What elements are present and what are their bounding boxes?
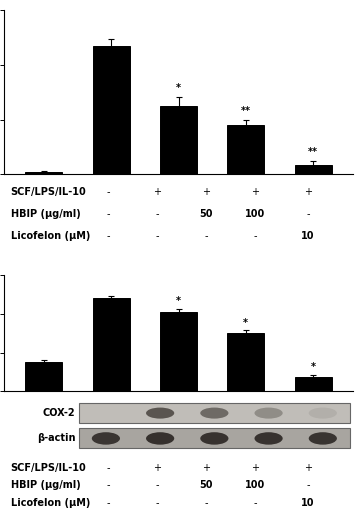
Text: 50: 50 xyxy=(200,480,213,491)
Text: *: * xyxy=(243,317,248,328)
Text: +: + xyxy=(154,187,161,197)
Text: *: * xyxy=(176,296,181,306)
Ellipse shape xyxy=(309,407,337,419)
Bar xyxy=(25,172,62,174)
Text: -: - xyxy=(205,231,208,241)
Text: 50: 50 xyxy=(200,209,213,219)
Bar xyxy=(93,46,130,174)
Text: HBIP (μg/ml): HBIP (μg/ml) xyxy=(11,480,80,491)
Text: +: + xyxy=(251,187,260,197)
Bar xyxy=(160,106,197,174)
Text: COX-2: COX-2 xyxy=(43,408,75,418)
Text: -: - xyxy=(205,498,208,508)
Bar xyxy=(160,312,197,391)
Text: +: + xyxy=(304,187,312,197)
Bar xyxy=(295,377,332,391)
Text: +: + xyxy=(202,463,211,473)
Bar xyxy=(25,362,62,391)
Text: Licofelon (μM): Licofelon (μM) xyxy=(11,498,90,508)
Text: -: - xyxy=(107,231,110,241)
Bar xyxy=(227,125,264,174)
Ellipse shape xyxy=(92,432,120,445)
Text: SCF/LPS/IL-10: SCF/LPS/IL-10 xyxy=(11,463,86,473)
Text: +: + xyxy=(251,463,260,473)
Text: +: + xyxy=(304,463,312,473)
Text: -: - xyxy=(306,480,310,491)
Text: Licofelon (μM): Licofelon (μM) xyxy=(11,231,90,241)
Text: 100: 100 xyxy=(245,209,266,219)
Text: -: - xyxy=(156,498,159,508)
Ellipse shape xyxy=(255,407,283,419)
Text: -: - xyxy=(254,231,257,241)
Text: +: + xyxy=(202,187,211,197)
Text: -: - xyxy=(306,209,310,219)
Text: *: * xyxy=(176,83,181,93)
Bar xyxy=(79,403,350,423)
Text: -: - xyxy=(107,498,110,508)
Bar xyxy=(295,164,332,174)
Text: HBIP (μg/ml): HBIP (μg/ml) xyxy=(11,209,80,219)
Bar xyxy=(93,298,130,391)
Text: SCF/LPS/IL-10: SCF/LPS/IL-10 xyxy=(11,187,86,197)
Text: -: - xyxy=(254,498,257,508)
Text: β-actin: β-actin xyxy=(37,433,75,444)
Text: -: - xyxy=(156,231,159,241)
Text: -: - xyxy=(107,209,110,219)
Ellipse shape xyxy=(200,407,228,419)
Text: -: - xyxy=(156,480,159,491)
Text: 100: 100 xyxy=(245,480,266,491)
Ellipse shape xyxy=(309,432,337,445)
Text: -: - xyxy=(156,209,159,219)
Text: -: - xyxy=(107,480,110,491)
Text: -: - xyxy=(107,187,110,197)
Text: +: + xyxy=(154,463,161,473)
Ellipse shape xyxy=(146,407,174,419)
Text: **: ** xyxy=(308,147,318,157)
Bar xyxy=(79,429,350,448)
Text: *: * xyxy=(311,362,316,372)
Text: 10: 10 xyxy=(301,498,315,508)
Text: **: ** xyxy=(241,105,251,116)
Bar xyxy=(227,333,264,391)
Text: -: - xyxy=(107,463,110,473)
Ellipse shape xyxy=(146,432,174,445)
Text: 10: 10 xyxy=(301,231,315,241)
Ellipse shape xyxy=(200,432,228,445)
Ellipse shape xyxy=(255,432,283,445)
